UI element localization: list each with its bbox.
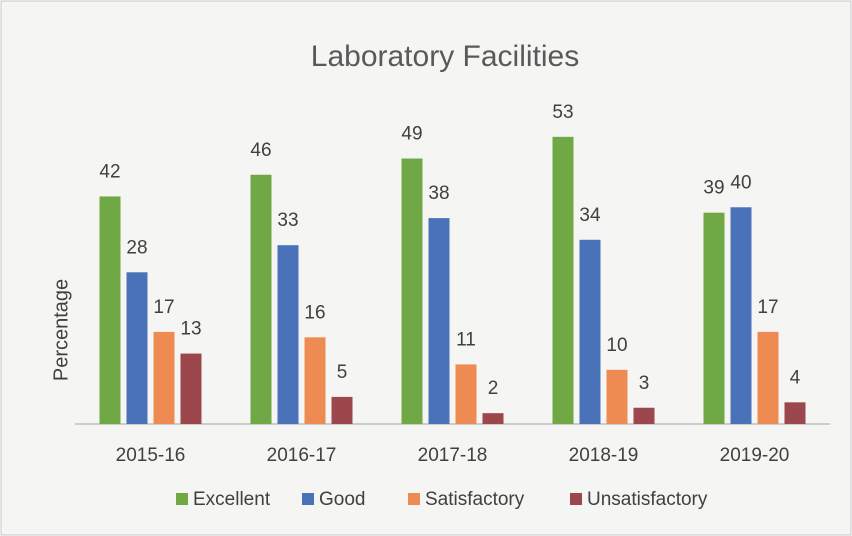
legend-label: Unsatisfactory xyxy=(587,489,708,510)
x-tick-label: 2019-20 xyxy=(720,445,790,466)
x-tick-label: 2018-19 xyxy=(569,445,639,466)
legend-label: Excellent xyxy=(193,489,271,510)
data-label: 53 xyxy=(552,102,573,123)
legend-swatch xyxy=(302,493,314,505)
bar xyxy=(126,272,148,424)
x-tick-label: 2015-16 xyxy=(116,445,186,466)
data-label: 49 xyxy=(401,124,422,145)
data-label: 46 xyxy=(250,140,271,161)
data-label: 33 xyxy=(277,210,298,231)
x-tick-label: 2017-18 xyxy=(418,445,488,466)
bar xyxy=(703,212,725,424)
bar xyxy=(757,331,779,424)
data-label: 28 xyxy=(126,237,147,258)
data-label: 40 xyxy=(730,172,751,193)
data-label: 16 xyxy=(304,302,325,323)
bar xyxy=(277,245,299,424)
legend-swatch xyxy=(176,493,188,505)
bar xyxy=(401,158,423,424)
data-label: 5 xyxy=(337,362,348,383)
bar xyxy=(455,364,477,424)
data-label: 17 xyxy=(757,297,778,318)
bar xyxy=(784,402,806,424)
bar xyxy=(579,239,601,424)
bar xyxy=(180,353,202,424)
bar xyxy=(304,337,326,424)
x-tick-label: 2016-17 xyxy=(267,445,337,466)
data-label: 13 xyxy=(180,319,201,340)
legend-swatch xyxy=(408,493,420,505)
bar xyxy=(331,396,353,424)
chart-title: Laboratory Facilities xyxy=(311,40,579,73)
data-label: 38 xyxy=(428,183,449,204)
bar xyxy=(153,331,175,424)
bar xyxy=(606,369,628,424)
bar xyxy=(552,136,574,424)
legend-label: Satisfactory xyxy=(425,489,525,510)
y-axis-label: Percentage xyxy=(50,279,72,381)
data-label: 10 xyxy=(606,335,627,356)
data-label: 11 xyxy=(456,329,476,350)
bar xyxy=(730,207,752,424)
bar xyxy=(482,413,504,424)
data-label: 2 xyxy=(488,378,499,399)
legend-swatch xyxy=(570,493,582,505)
data-label: 42 xyxy=(99,161,120,182)
bar xyxy=(633,407,655,424)
bar xyxy=(250,174,272,424)
data-label: 17 xyxy=(153,297,174,318)
bar xyxy=(428,218,450,424)
data-label: 4 xyxy=(790,367,801,388)
bar xyxy=(99,196,121,424)
data-label: 39 xyxy=(703,178,724,199)
data-label: 34 xyxy=(579,205,601,226)
data-label: 3 xyxy=(639,373,650,394)
legend-label: Good xyxy=(319,489,365,510)
